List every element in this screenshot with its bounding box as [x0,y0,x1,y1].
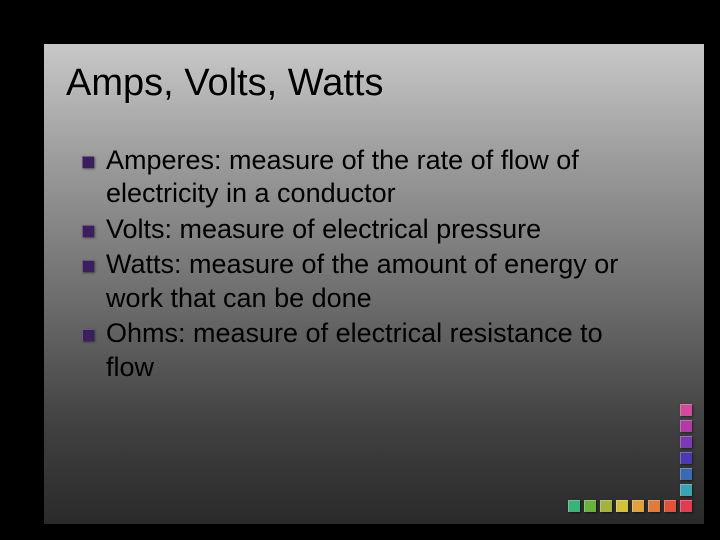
bullet-text: Watts: measure of the amount of energy o… [106,248,644,315]
deco-square-icon [568,500,580,512]
list-item: Ohms: measure of electrical resistance t… [82,317,644,384]
deco-square-icon [680,404,692,416]
list-item: Amperes: measure of the rate of flow of … [82,144,644,211]
square-bullet-icon [82,225,94,237]
deco-square-icon [616,500,628,512]
bullet-text: Ohms: measure of electrical resistance t… [106,317,644,384]
deco-square-icon [680,420,692,432]
deco-square-icon [680,436,692,448]
list-item: Volts: measure of electrical pressure [82,213,644,246]
deco-square-icon [680,484,692,496]
square-bullet-icon [82,156,94,168]
list-item: Watts: measure of the amount of energy o… [82,248,644,315]
slide-body: Amperes: measure of the rate of flow of … [82,144,644,386]
bullet-text: Amperes: measure of the rate of flow of … [106,144,644,211]
deco-square-icon [680,500,692,512]
square-bullet-icon [82,329,94,341]
deco-square-icon [648,500,660,512]
deco-square-icon [680,452,692,464]
deco-square-icon [664,500,676,512]
slide-surface: Amps, Volts, Watts Amperes: measure of t… [44,44,704,524]
deco-square-icon [632,500,644,512]
square-bullet-icon [82,260,94,272]
bullet-text: Volts: measure of electrical pressure [106,213,644,246]
deco-square-icon [680,468,692,480]
rainbow-decoration [566,402,694,514]
deco-square-icon [600,500,612,512]
slide-title: Amps, Volts, Watts [66,62,383,105]
deco-square-icon [584,500,596,512]
